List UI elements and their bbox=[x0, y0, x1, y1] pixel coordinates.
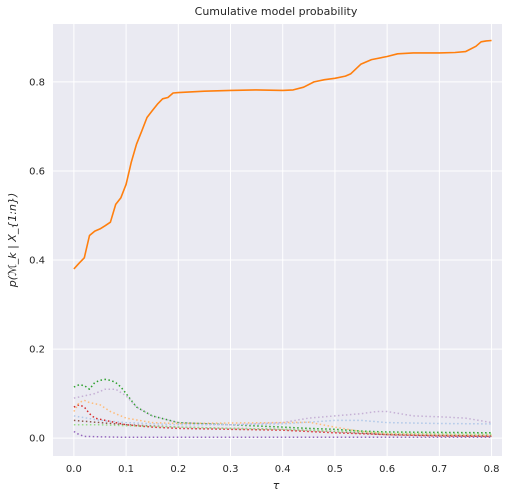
x-gridlines bbox=[73, 24, 493, 456]
x-tick-label: 0.0 bbox=[66, 464, 82, 475]
x-tick-label: 0.4 bbox=[275, 464, 291, 475]
x-tick-labels: 0.0 0.1 0.2 0.3 0.4 0.5 0.6 0.7 0.8 bbox=[66, 464, 500, 475]
series-line-6 bbox=[73, 415, 492, 426]
x-tick-label: 0.8 bbox=[484, 464, 500, 475]
x-axis-label: τ bbox=[273, 479, 280, 492]
x-tick-label: 0.7 bbox=[431, 464, 447, 475]
x-tick-label: 0.6 bbox=[379, 464, 395, 475]
plot-area bbox=[53, 24, 502, 456]
y-tick-label: 0.6 bbox=[29, 166, 45, 177]
series-lines bbox=[73, 39, 492, 439]
y-tick-label: 0.4 bbox=[29, 256, 45, 267]
chart-title: Cumulative model probability bbox=[195, 5, 358, 18]
x-tick-label: 0.3 bbox=[223, 464, 239, 475]
y-axis-label: p(ℳ_k | X_{1:n}) bbox=[6, 193, 19, 289]
y-tick-label: 0.8 bbox=[29, 77, 45, 88]
y-tick-labels: 0.0 0.2 0.4 0.6 0.8 bbox=[29, 77, 45, 444]
y-tick-label: 0.2 bbox=[29, 345, 45, 356]
x-tick-label: 0.2 bbox=[170, 464, 186, 475]
y-gridlines bbox=[53, 81, 502, 439]
y-tick-label: 0.0 bbox=[29, 434, 45, 445]
series-line-1 bbox=[73, 39, 492, 270]
x-tick-label: 0.1 bbox=[118, 464, 134, 475]
x-tick-label: 0.5 bbox=[327, 464, 343, 475]
